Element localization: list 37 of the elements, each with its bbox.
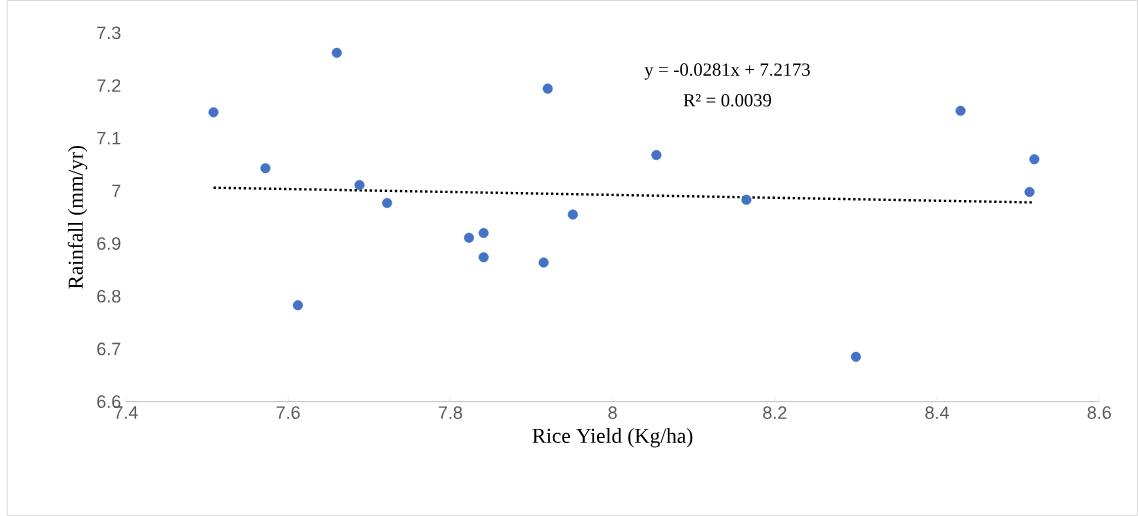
x-tick-label: 7.6 [276,406,300,420]
x-tick-label: 8.4 [925,406,949,420]
x-tick-label: 8 [608,406,617,420]
point [292,300,303,311]
point [1029,154,1040,165]
y-tick-label: 6.8 [97,289,121,303]
y-tick-label: 7 [112,184,121,198]
point [741,194,752,205]
point [955,105,966,116]
annotation: R² = 0.0039 [683,94,772,107]
point [1024,186,1035,197]
annotation: y = -0.0281x + 7.2173 [644,63,810,80]
y-tick-label: 7.2 [97,79,121,92]
point [478,228,489,239]
x-tick-label: 8.6 [1087,406,1111,420]
point [478,252,489,263]
point [208,107,219,118]
y-tick-label: 7.1 [97,132,121,145]
y-tick-label: 6.9 [97,237,121,250]
x-tick-label: 7.4 [114,406,138,419]
point [542,83,553,94]
y-tick-label: 7.3 [97,26,121,40]
y-tick-label: 6.7 [97,342,121,356]
point [651,150,662,161]
point [567,209,578,220]
point [260,163,271,174]
point [850,351,861,362]
point [354,180,365,191]
x-axis-title: Rice Yield (Kg/ha) [532,428,693,448]
point [538,257,549,268]
point [382,197,393,209]
point [463,232,475,243]
x-tick-label: 7.8 [438,406,463,420]
y-axis-title: Rainfall (mm/yr) [67,145,88,289]
y-tick-label: 6.6 [97,395,121,408]
point [331,47,342,58]
x-tick-label: 8.2 [763,406,787,420]
